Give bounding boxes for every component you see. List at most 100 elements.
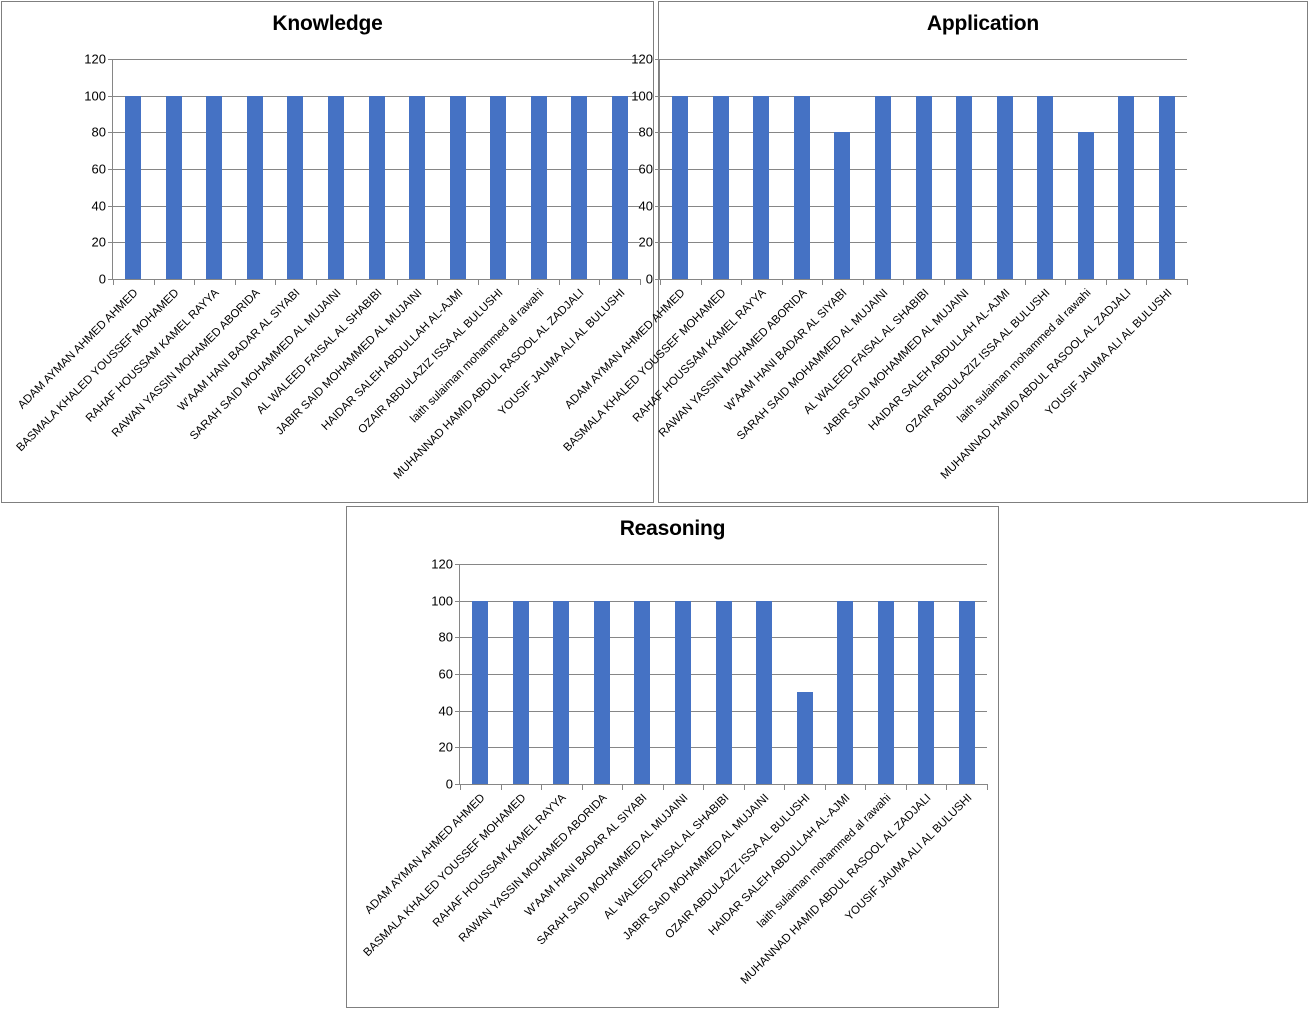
y-axis-tick-mark (655, 242, 660, 244)
x-axis-tick-mark (1187, 279, 1188, 285)
bar[interactable] (834, 132, 850, 279)
x-axis-tick-mark (703, 784, 704, 790)
plot-area-application: 0 20 40 60 80 100 120 ADAM AYMAN AHMED AHMED BAS… (562, 52, 1188, 482)
y-axis-tick-mark (108, 205, 113, 207)
y-axis-tick-mark (455, 637, 460, 639)
y-axis-tick-label: 100 (631, 88, 653, 104)
x-axis-tick-mark (865, 784, 866, 790)
bar[interactable] (918, 600, 934, 784)
page-title: Knowledge (272, 12, 383, 35)
y-axis-tick-mark (108, 169, 113, 170)
bar[interactable] (206, 95, 222, 279)
bar[interactable] (713, 95, 729, 279)
bar[interactable] (369, 95, 385, 279)
bar[interactable] (756, 600, 772, 784)
x-axis-tick-label: RAWAN YASSIN MOHAMED ABORIDA (656, 287, 810, 440)
y-axis-tick-mark (108, 242, 113, 244)
x-axis-tick-label: JABIR SAID MOHAMMED AL MUJAINI (273, 287, 425, 438)
y-axis-tick-label: 60 (438, 666, 453, 682)
y-axis-tick-label: 0 (98, 271, 106, 287)
bar[interactable] (797, 692, 813, 784)
x-axis-tick-label: OZAIR ABDULAZIZ ISSA AL BULUSHI (903, 287, 1053, 437)
x-axis-tick-mark (316, 279, 317, 285)
x-axis-tick-mark (437, 279, 438, 285)
y-axis-tick-mark (655, 205, 660, 207)
x-axis-tick-mark (478, 279, 479, 285)
bar[interactable] (247, 95, 263, 279)
bar[interactable] (916, 95, 932, 279)
y-axis-tick-mark (455, 747, 460, 749)
x-axis-tick-mark (622, 784, 623, 790)
bar[interactable] (472, 600, 488, 784)
bar[interactable] (675, 600, 691, 784)
x-axis-tick-mark (1065, 279, 1066, 285)
chart-panel-application[interactable]: Application 0 20 40 60 80 100 120 ADAM AYMAN AH… (562, 1, 1308, 503)
x-axis-tick-label: HAIDAR SALEH ABDULLAH AL-AJMI (706, 792, 853, 938)
plot-area-knowledge: 0 20 40 60 80 100 120 ADAM AYMAN AHMED AHMED BAS… (15, 52, 641, 482)
x-axis-tick-mark (356, 279, 357, 285)
bar[interactable] (837, 600, 853, 784)
bar[interactable] (409, 95, 425, 279)
x-axis-tick-mark (154, 279, 155, 285)
bar[interactable] (594, 600, 610, 784)
x-axis-tick-mark (984, 279, 985, 285)
bar[interactable] (166, 95, 182, 279)
x-axis-tick-mark (1146, 279, 1147, 285)
plot-area-reasoning: 0 20 40 60 80 100 120 ADAM AYMAN AHMED AHMED BAS… (362, 557, 988, 987)
x-axis-tick-label: RAWAN YASSIN MOHAMED ABORIDA (109, 287, 263, 440)
plot-wrapper-application: 0 20 40 60 80 100 120 ADAM AYMAN AHMED AHMED BAS… (562, 2, 1307, 502)
bars-layer (660, 59, 1187, 279)
bar[interactable] (753, 95, 769, 279)
bar[interactable] (553, 600, 569, 784)
bar[interactable] (794, 95, 810, 279)
x-axis-tick-label: RAWAN YASSIN MOHAMED ABORIDA (456, 792, 610, 945)
x-axis-tick-label: OZAIR ABDULAZIZ ISSA AL BULUSHI (663, 792, 813, 942)
bar[interactable] (287, 95, 303, 279)
bar[interactable] (672, 95, 688, 279)
y-axis-tick-mark (655, 279, 660, 280)
page-title: Reasoning (619, 517, 726, 540)
bar[interactable] (878, 600, 894, 784)
bar[interactable] (490, 95, 506, 279)
x-axis-tick-mark (460, 784, 461, 790)
bar[interactable] (450, 95, 466, 279)
x-axis-tick-mark (863, 279, 864, 285)
bar[interactable] (634, 600, 650, 784)
y-axis-tick-mark (455, 600, 460, 602)
x-axis-tick-mark (518, 279, 519, 285)
bar[interactable] (875, 95, 891, 279)
bar[interactable] (1159, 95, 1175, 279)
chart-panel-reasoning[interactable]: Reasoning 0 20 40 60 80 100 120 ADAM AYMAN AHME… (346, 506, 999, 1008)
bar[interactable] (571, 95, 587, 279)
y-axis-tick-mark (108, 95, 113, 97)
x-axis-tick-mark (782, 279, 783, 285)
bar[interactable] (1037, 95, 1053, 279)
bar[interactable] (328, 95, 344, 279)
bar[interactable] (997, 95, 1013, 279)
bar[interactable] (125, 95, 141, 279)
bar[interactable] (513, 600, 529, 784)
bar[interactable] (959, 600, 975, 784)
bar[interactable] (612, 95, 628, 279)
x-axis-tick-mark (194, 279, 195, 285)
bar[interactable] (1078, 132, 1094, 279)
y-axis-tick-label: 80 (91, 124, 106, 140)
chart-panel-knowledge[interactable]: Knowledge 0 20 40 60 80 100 120 ADAM AYMAN AHME… (1, 1, 654, 503)
x-axis-tick-mark (825, 784, 826, 790)
x-axis-tick-mark (113, 279, 114, 285)
y-axis-tick-label: 40 (438, 703, 453, 719)
bar[interactable] (531, 95, 547, 279)
bar[interactable] (716, 600, 732, 784)
bar[interactable] (1118, 95, 1134, 279)
x-axis-ticks (113, 279, 641, 285)
x-axis-tick-label: SARAH SAID MOHAMMED AL MUJAINI (187, 287, 344, 443)
x-axis-tick-label: JABIR SAID MOHAMMED AL MUJAINI (620, 792, 772, 943)
gridline (660, 59, 1187, 60)
x-axis-tick-label: SARAH SAID MOHAMMED AL MUJAINI (534, 792, 691, 948)
gridline (460, 564, 987, 565)
x-axis-tick-mark (541, 784, 542, 790)
bars-layer (113, 59, 640, 279)
x-axis-ticks (660, 279, 1188, 285)
x-axis-tick-mark (944, 279, 945, 285)
bar[interactable] (956, 95, 972, 279)
